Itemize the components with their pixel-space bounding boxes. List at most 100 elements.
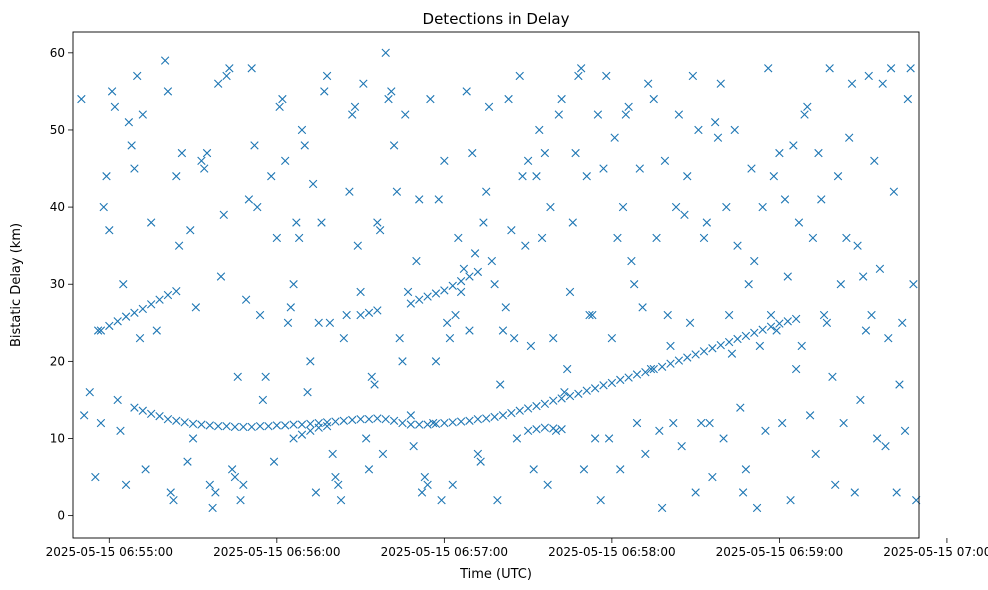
- detection-point: [892, 488, 901, 497]
- detection-point: [495, 380, 505, 389]
- detection-point: [155, 295, 164, 304]
- detection-point: [423, 480, 432, 489]
- detection-point: [331, 472, 340, 482]
- detection-point: [431, 289, 441, 298]
- detection-point: [811, 449, 820, 459]
- detection-point: [96, 326, 106, 335]
- detection-point: [604, 434, 614, 443]
- detection-point: [677, 442, 686, 451]
- detection-point: [306, 419, 315, 429]
- detection-point: [470, 249, 480, 258]
- detection-point: [674, 356, 684, 365]
- detection-point: [155, 411, 164, 421]
- detection-point: [442, 318, 452, 327]
- detection-point: [267, 172, 276, 181]
- detection-point: [345, 187, 354, 196]
- detection-point: [769, 172, 779, 181]
- detection-point: [272, 233, 282, 243]
- detection-point: [872, 434, 882, 443]
- detection-point: [130, 164, 139, 173]
- detection-point: [565, 391, 575, 401]
- detection-point: [281, 156, 290, 166]
- detection-point: [697, 418, 706, 428]
- detection-point: [146, 409, 156, 419]
- detection-point: [373, 218, 382, 227]
- detection-point: [780, 195, 790, 204]
- detection-point: [300, 141, 309, 150]
- detection-point: [680, 210, 689, 219]
- detection-point: [356, 287, 365, 297]
- detection-point: [817, 195, 826, 204]
- detection-point: [504, 94, 513, 104]
- detection-point: [247, 64, 256, 73]
- detection-point: [903, 94, 913, 104]
- detection-point: [599, 164, 608, 173]
- detection-point: [278, 94, 287, 104]
- detection-point: [420, 472, 429, 482]
- detection-point: [398, 418, 407, 428]
- detection-point: [507, 226, 516, 235]
- detection-point: [663, 310, 672, 320]
- detection-point: [328, 449, 337, 459]
- detection-point: [819, 310, 829, 320]
- detection-point: [822, 318, 832, 327]
- detection-point: [456, 287, 466, 297]
- detection-point: [576, 64, 586, 73]
- detection-point: [803, 102, 812, 112]
- detection-point: [858, 272, 868, 281]
- detection-point: [660, 156, 670, 166]
- detection-point: [515, 406, 524, 415]
- detection-point: [649, 94, 658, 104]
- detection-point: [107, 87, 117, 96]
- detection-point: [359, 79, 368, 88]
- detection-point: [448, 480, 457, 489]
- detection-point: [172, 416, 181, 425]
- detection-point: [130, 403, 139, 412]
- detection-point: [716, 79, 725, 88]
- detection-point: [236, 496, 245, 505]
- detection-point: [565, 287, 575, 297]
- detection-point: [683, 172, 692, 181]
- detection-point: [339, 334, 349, 343]
- detection-point: [306, 426, 315, 435]
- detection-point: [133, 71, 142, 81]
- detection-point: [373, 414, 382, 423]
- detection-point: [730, 125, 739, 135]
- x-tick-label: 2025-05-15 06:56:00: [213, 545, 340, 559]
- detection-point: [177, 148, 187, 158]
- detection-point: [641, 367, 650, 377]
- detection-point: [490, 280, 499, 289]
- detection-point: [764, 64, 773, 73]
- detection-point: [303, 388, 312, 397]
- detection-point: [808, 233, 818, 243]
- y-axis-label: Bistatic Delay (km): [9, 223, 24, 347]
- x-tick-label: 2025-05-15 06:58:00: [548, 545, 675, 559]
- detection-point: [484, 102, 494, 112]
- detection-point: [110, 102, 120, 112]
- detection-point: [794, 218, 804, 227]
- detection-point: [163, 87, 173, 96]
- detection-point: [138, 110, 147, 119]
- detection-point: [741, 331, 751, 341]
- detection-point: [141, 465, 150, 474]
- detection-point: [191, 303, 201, 312]
- detection-point: [610, 133, 619, 142]
- detection-point: [289, 434, 298, 443]
- detection-point: [638, 303, 647, 312]
- detection-point: [490, 412, 499, 422]
- detection-point: [364, 415, 374, 424]
- y-tick-label: 0: [57, 509, 65, 523]
- detection-point: [406, 411, 416, 420]
- y-tick-label: 50: [50, 123, 65, 137]
- detection-point: [348, 415, 357, 425]
- detection-point: [403, 287, 413, 297]
- detection-point: [507, 408, 516, 418]
- detection-point: [213, 421, 223, 431]
- detection-point: [264, 421, 273, 431]
- detection-point: [188, 419, 198, 429]
- detection-point: [77, 94, 86, 104]
- detection-point: [493, 496, 502, 505]
- detection-point: [456, 276, 466, 286]
- detection-point: [197, 156, 206, 166]
- detection-point: [616, 375, 625, 385]
